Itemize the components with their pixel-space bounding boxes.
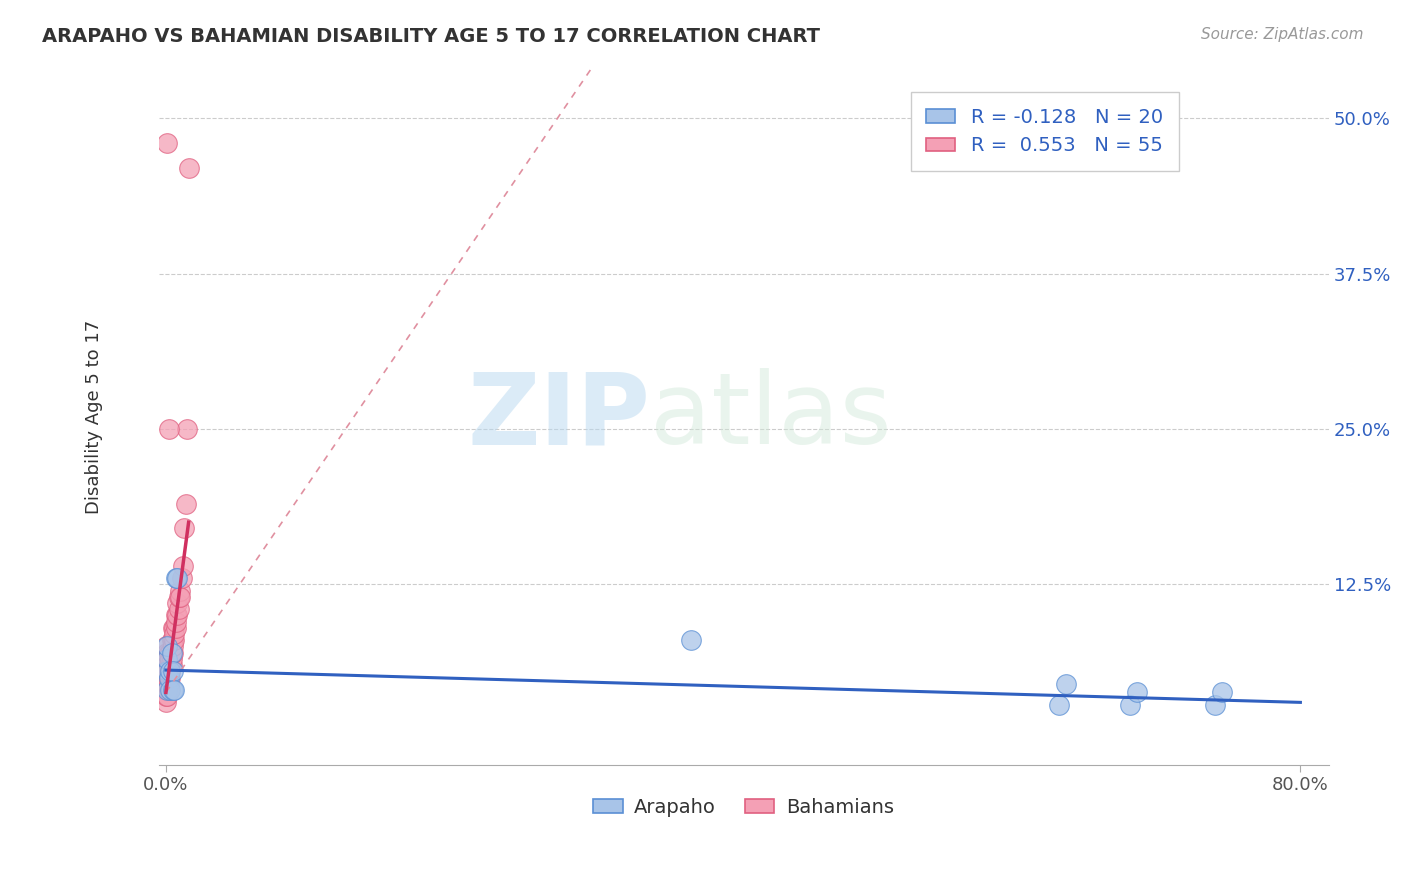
Point (169, 583, 191, 598)
Point (160, 646, 183, 660)
Point (157, 682, 180, 697)
Point (156, 677, 179, 691)
Point (155, 671, 177, 685)
Point (156, 640, 179, 654)
Point (170, 571, 193, 585)
Point (159, 665, 181, 679)
Y-axis label: Disability Age 5 to 17: Disability Age 5 to 17 (86, 319, 103, 514)
Point (172, 558, 194, 573)
Point (157, 671, 180, 685)
Point (156, 689, 179, 703)
Point (1211, 685, 1233, 699)
Point (163, 682, 186, 697)
Point (166, 608, 188, 623)
Point (679, 633, 702, 648)
Point (160, 652, 183, 666)
Point (163, 627, 186, 641)
Point (176, 422, 198, 436)
Point (174, 496, 197, 510)
Point (157, 646, 180, 660)
Point (155, 652, 177, 666)
Point (157, 422, 180, 436)
Point (157, 658, 180, 673)
Point (156, 682, 179, 697)
Legend: Arapaho, Bahamians: Arapaho, Bahamians (586, 789, 901, 824)
Point (157, 671, 180, 685)
Point (167, 590, 190, 604)
Text: ZIP: ZIP (467, 368, 650, 465)
Point (165, 615, 187, 629)
Point (166, 596, 188, 610)
Point (156, 652, 179, 666)
Point (159, 646, 181, 660)
Point (162, 665, 184, 679)
Point (162, 621, 184, 635)
Point (159, 671, 181, 685)
Point (156, 682, 179, 697)
Point (155, 682, 177, 697)
Text: ARAPAHO VS BAHAMIAN DISABILITY AGE 5 TO 17 CORRELATION CHART: ARAPAHO VS BAHAMIAN DISABILITY AGE 5 TO … (42, 27, 820, 45)
Point (177, 161, 200, 175)
Text: atlas: atlas (650, 368, 891, 465)
Point (162, 640, 184, 654)
Point (159, 665, 181, 679)
Point (166, 571, 188, 585)
Point (165, 621, 187, 635)
Point (156, 646, 179, 660)
Point (155, 689, 177, 703)
Point (160, 646, 183, 660)
Text: Source: ZipAtlas.com: Source: ZipAtlas.com (1201, 27, 1364, 42)
Point (155, 646, 177, 660)
Point (155, 695, 177, 709)
Point (155, 677, 177, 691)
Point (156, 665, 179, 679)
Point (162, 646, 184, 660)
Point (157, 677, 180, 691)
Point (169, 590, 191, 604)
Point (159, 658, 181, 673)
Point (159, 652, 181, 666)
Point (155, 665, 177, 679)
Point (1054, 677, 1077, 691)
Point (1204, 698, 1226, 712)
Point (156, 136, 179, 150)
Point (160, 658, 183, 673)
Point (156, 658, 179, 673)
Point (163, 633, 186, 648)
Point (159, 682, 181, 697)
Point (156, 671, 179, 685)
Point (1119, 698, 1142, 712)
Point (162, 633, 184, 648)
Point (156, 665, 179, 679)
Point (165, 571, 187, 585)
Point (1126, 685, 1149, 699)
Point (155, 658, 177, 673)
Point (1047, 698, 1070, 712)
Point (155, 640, 177, 654)
Point (165, 608, 187, 623)
Point (163, 621, 186, 635)
Point (173, 521, 195, 535)
Point (162, 682, 184, 697)
Point (160, 633, 183, 648)
Point (167, 602, 190, 616)
